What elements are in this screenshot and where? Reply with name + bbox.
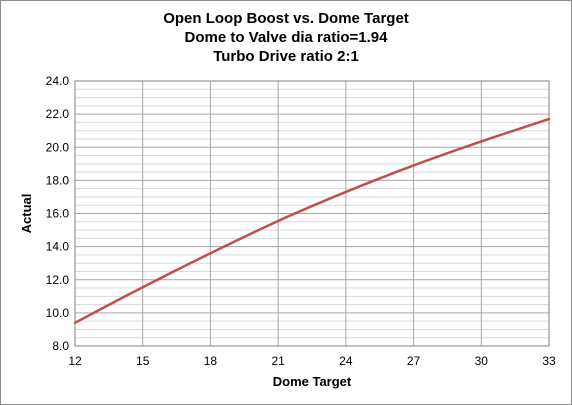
y-tick-label: 12.0 — [46, 273, 70, 287]
x-axis-ticks: 12 15 18 21 24 27 30 33 — [68, 354, 556, 368]
y-tick-label: 20.0 — [46, 140, 70, 154]
y-axis-title: Actual — [19, 194, 34, 234]
y-tick-label: 18.0 — [46, 173, 70, 187]
x-axis-title: Dome Target — [273, 374, 352, 389]
y-tick-label: 14.0 — [46, 240, 70, 254]
x-tick-label: 15 — [136, 354, 150, 368]
x-tick-label: 12 — [68, 354, 82, 368]
plot-border — [74, 80, 550, 347]
y-tick-label: 16.0 — [46, 207, 70, 221]
y-tick-label: 8.0 — [52, 339, 69, 353]
chart-title-line: Dome to Valve dia ratio=1.94 — [184, 29, 388, 46]
x-tick-label: 21 — [271, 354, 285, 368]
chart-title-line: Turbo Drive ratio 2:1 — [213, 48, 359, 65]
y-tick-label: 24.0 — [46, 74, 70, 88]
major-gridlines — [75, 81, 549, 346]
y-tick-label: 10.0 — [46, 306, 70, 320]
x-tick-label: 18 — [204, 354, 218, 368]
chart-title-line: Open Loop Boost vs. Dome Target — [163, 10, 409, 27]
minor-gridlines — [75, 88, 549, 339]
y-axis-ticks: 8.0 10.0 12.0 14.0 16.0 18.0 20.0 22.0 24.0 — [46, 74, 70, 353]
series-group — [73, 117, 551, 325]
series-line — [73, 117, 551, 325]
x-tick-label: 33 — [542, 354, 556, 368]
x-tick-label: 24 — [339, 354, 353, 368]
x-tick-label: 27 — [407, 354, 421, 368]
y-tick-label: 22.0 — [46, 107, 70, 121]
chart-title: Open Loop Boost vs. Dome Target Dome to V… — [163, 10, 409, 65]
x-tick-label: 30 — [475, 354, 489, 368]
